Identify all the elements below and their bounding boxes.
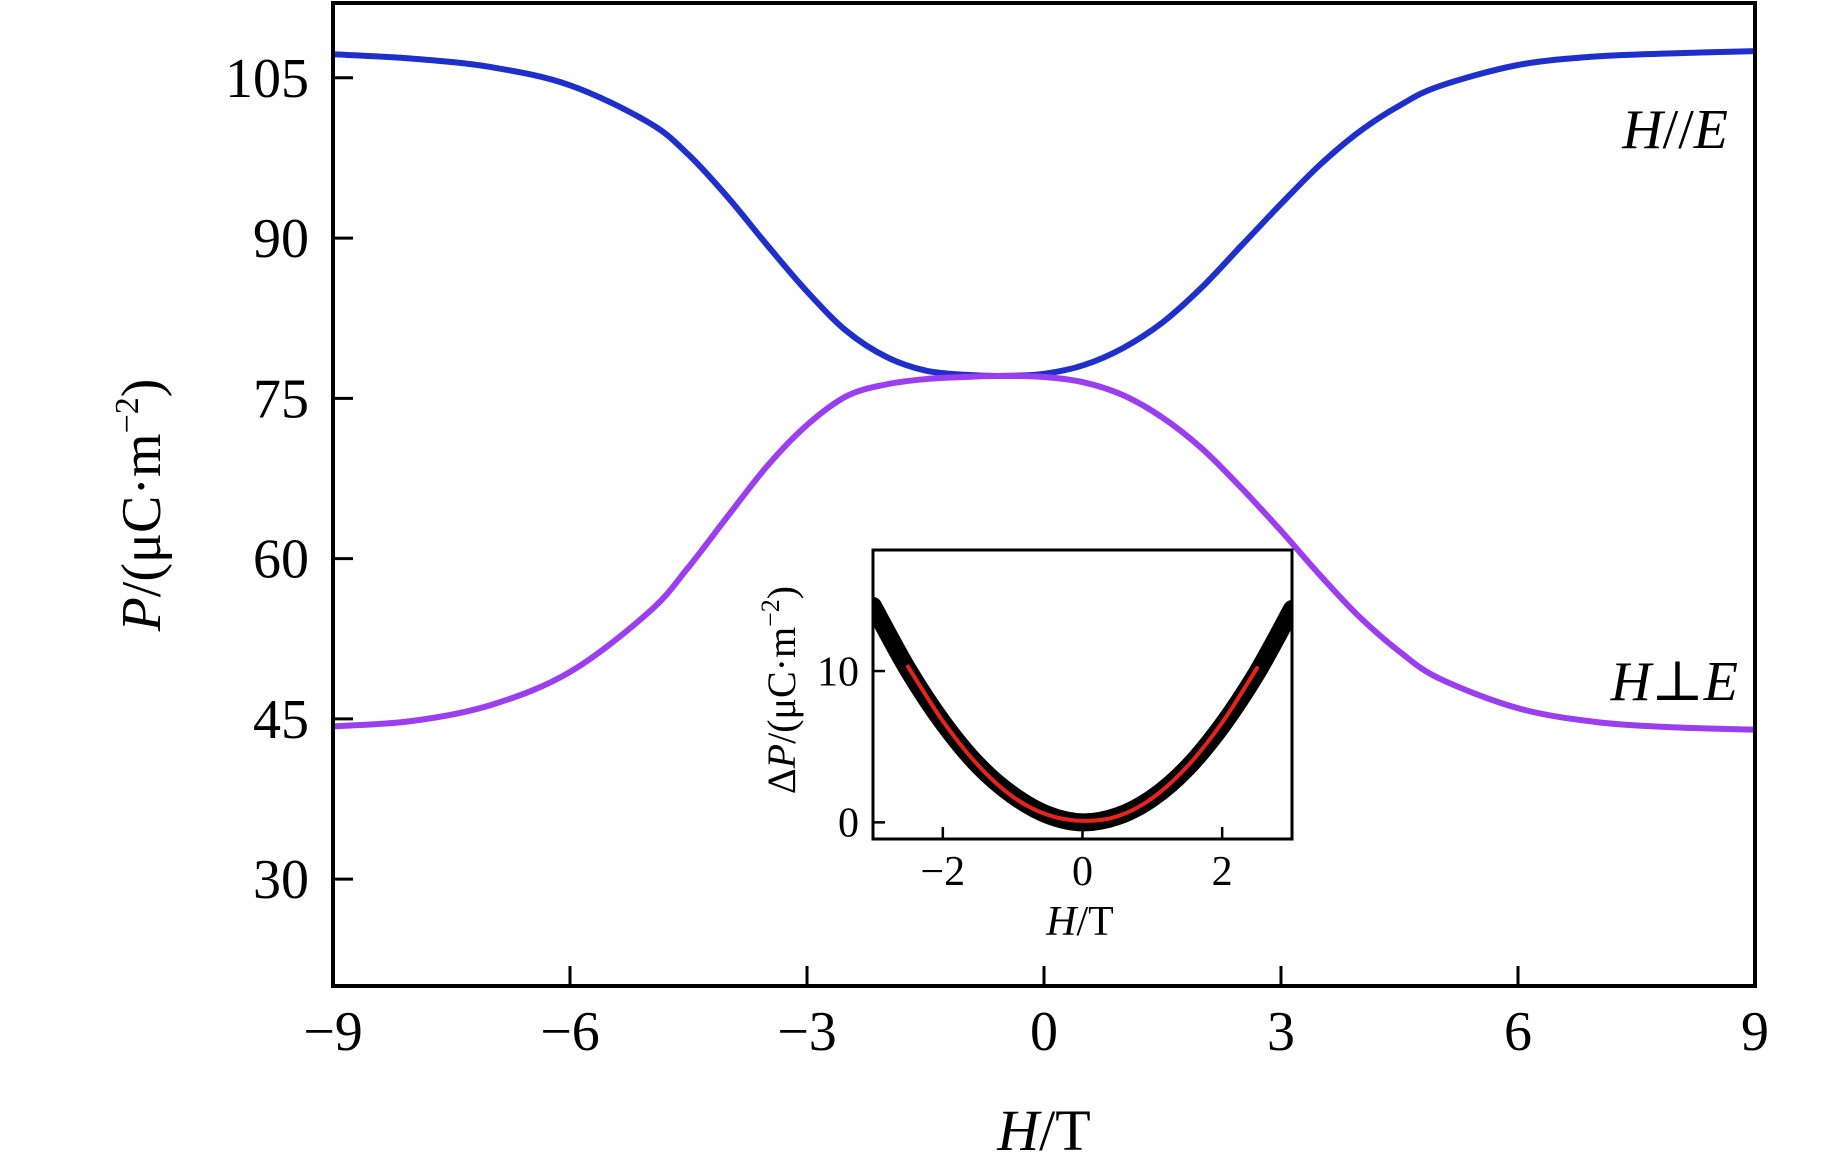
series-line-0 (333, 48, 1755, 379)
y-axis-label: P/(μC·m−2) (109, 379, 173, 633)
inset-x-axis-label: H/T (1045, 899, 1114, 945)
inset-x-tick-label: 0 (1072, 849, 1093, 895)
inset-y-tick-label: 10 (817, 649, 859, 695)
main-plot-area: −9 −6 −3 0 3 6 9 30 45 60 75 90 105 (225, 1, 1769, 1063)
y-tick-label: 30 (253, 849, 309, 911)
inset-series-line-1 (905, 664, 1260, 823)
inset-plot-background (873, 550, 1292, 839)
series-line-1 (333, 372, 1755, 733)
x-tick-label: 9 (1741, 1001, 1769, 1063)
x-tick-label: 6 (1504, 1001, 1532, 1063)
y-tick-label: 75 (253, 368, 309, 430)
series-label-h-perp-e: H⊥E (1610, 651, 1738, 713)
x-axis-label: H/T (996, 1098, 1090, 1163)
x-tick-label: −6 (540, 1001, 600, 1063)
inset-plot-area: −2 0 2 0 10 (817, 548, 1294, 895)
inset-x-tick-label: −2 (920, 849, 965, 895)
inset-chart: −2 0 2 0 10 H/T ΔP/(μC·m−2) (756, 548, 1294, 945)
x-tick-label: −3 (777, 1001, 837, 1063)
x-tick-label: 3 (1267, 1001, 1295, 1063)
y-tick-label: 60 (253, 529, 309, 591)
y-tick-label: 45 (253, 689, 309, 751)
inset-y-axis-label: ΔP/(μC·m−2) (756, 586, 804, 794)
inset-x-tick-label: 2 (1212, 849, 1233, 895)
y-tick-label: 105 (225, 48, 309, 110)
x-tick-label: 0 (1030, 1001, 1058, 1063)
y-tick-label: 90 (253, 208, 309, 270)
inset-y-tick-label: 0 (838, 801, 859, 847)
series-label-h-parallel-e: H//E (1621, 99, 1728, 161)
x-tick-label: −9 (303, 1001, 363, 1063)
main-chart: −9 −6 −3 0 3 6 9 30 45 60 75 90 105 H//E H⊥E H/T P/(… (109, 1, 1769, 1163)
